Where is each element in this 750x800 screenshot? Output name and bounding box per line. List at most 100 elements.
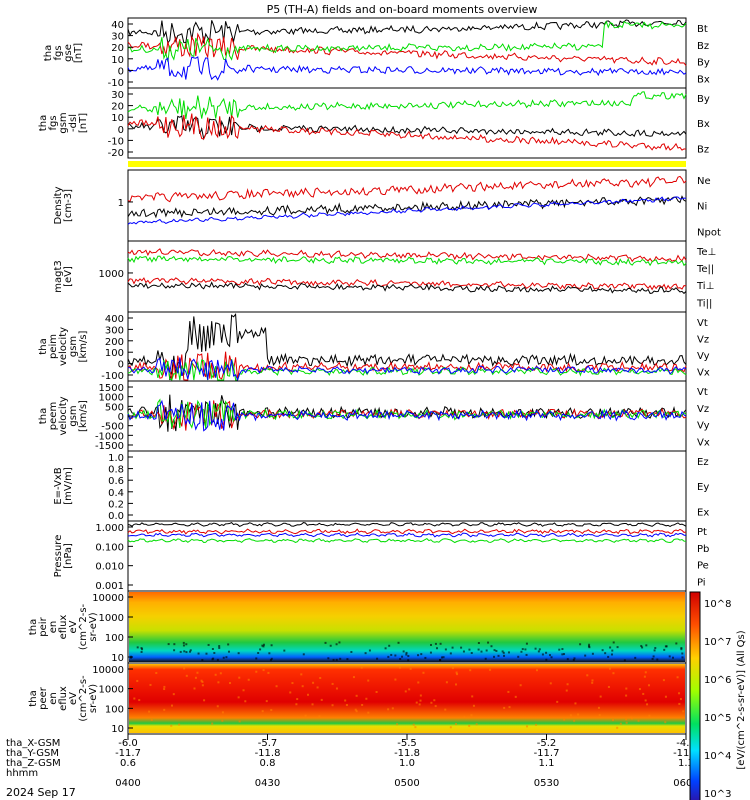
series-line-By	[127, 91, 687, 120]
spectrogram-speckle	[561, 653, 564, 656]
spectrogram-speckle	[619, 722, 622, 725]
x-row-value: -11.7	[534, 748, 560, 759]
spectrogram-speckle	[517, 655, 520, 658]
y-tick-label: 100	[105, 348, 124, 359]
y-tick-label: 0	[118, 66, 124, 77]
spectrogram-speckle	[365, 697, 368, 700]
spectrogram-speckle	[536, 669, 538, 672]
spectrogram-speckle	[537, 650, 540, 653]
spectrogram-speckle	[495, 649, 498, 652]
spectrogram-speckle	[597, 706, 600, 709]
spectrogram-speckle	[188, 650, 191, 653]
y-tick-label: 0	[118, 125, 124, 136]
legend-Ne: Ne	[697, 176, 711, 187]
spectrogram-speckle	[402, 650, 405, 653]
panel-frame	[127, 450, 687, 522]
x-row-value: -11.7	[673, 748, 699, 759]
spectrogram-speckle	[388, 644, 391, 647]
spectrogram-speckle	[409, 667, 412, 670]
spectrogram-speckle	[259, 648, 262, 651]
x-time-tick-label: 0430	[255, 778, 280, 789]
spectrogram-speckle	[662, 679, 665, 682]
spectrogram-speckle	[133, 697, 136, 700]
spectrogram-speckle	[470, 652, 473, 655]
spectrogram-speckle	[182, 641, 185, 644]
y-axis-label-line: peim	[48, 334, 59, 359]
y-axis-label-line: eV	[68, 620, 79, 633]
spectrogram-speckle	[397, 641, 400, 644]
spectrogram-speckle	[475, 723, 478, 726]
spectrogram-speckle	[625, 694, 628, 697]
y-tick-label: 1.000	[95, 523, 124, 534]
colorbar-tick-label: 10^6	[704, 675, 731, 686]
y-axis-label: tha peem velocity gsm [km/s]	[38, 396, 89, 435]
spectrogram-speckle	[407, 659, 410, 662]
spectrogram-speckle	[301, 685, 304, 688]
y-axis-label: tha peir en eflux eV (cm^2-s-sr-eV)	[28, 603, 99, 650]
spectrogram-speckle	[193, 687, 196, 690]
series-line-Bt	[127, 19, 687, 45]
x-row-value: 1.1	[539, 758, 555, 769]
spectrogram-speckle	[484, 657, 487, 660]
spectrogram-speckle	[556, 700, 559, 703]
colorbar-tick-label: 10^4	[704, 751, 731, 762]
spectrogram-speckle	[219, 672, 222, 675]
spectrogram-speckle	[306, 693, 309, 696]
spectrogram-speckle	[480, 650, 483, 653]
spectrogram-speckle	[345, 704, 348, 707]
spectrogram-speckle	[520, 650, 523, 653]
spectrogram-speckle	[646, 703, 649, 706]
spectrogram-speckle	[681, 656, 684, 659]
spectrogram-speckle	[569, 714, 572, 717]
colorbar-tick-label: 10^7	[704, 637, 731, 648]
spectrogram-speckle	[136, 646, 139, 649]
spectrogram-speckle	[676, 676, 679, 679]
spectrogram-speckle	[591, 681, 594, 684]
spectrogram-speckle	[507, 651, 510, 654]
spectrogram-speckle	[616, 646, 619, 649]
legend-Ex: Ex	[697, 507, 709, 518]
legend-Vx: Vx	[697, 437, 710, 448]
x-axis-annotation: tha_X-GSM -6.0 -5.7 -5.5 -5.2 -4.9 tha_Y-GSM -1…	[6, 734, 699, 789]
spectrogram-speckle	[324, 641, 327, 644]
y-tick-label: 1.0	[108, 453, 124, 464]
spectrogram-speckle	[419, 699, 422, 702]
spectrogram-speckle	[630, 717, 633, 720]
spectrogram-speckle	[449, 726, 452, 729]
y-tick-label: 500	[105, 402, 124, 413]
spectrogram-speckle	[561, 648, 564, 651]
spectrogram-speckle	[664, 695, 667, 698]
x-time-tick-label: 0530	[534, 778, 559, 789]
spectrogram-speckle	[167, 643, 170, 646]
spectrogram-speckle	[163, 708, 166, 711]
series-line-Pe	[127, 537, 687, 544]
spectrogram-speckle	[221, 719, 224, 722]
spectrogram-speckle	[625, 718, 628, 721]
spectrogram-speckle	[640, 644, 643, 647]
spectrogram-speckle	[316, 686, 319, 689]
legend-Te⊥: Te⊥	[696, 247, 716, 258]
spectrogram-speckle	[140, 650, 143, 653]
y-tick-label: 1000	[99, 685, 124, 696]
series-line-Pt	[127, 522, 687, 527]
spectrogram-speckle	[332, 658, 335, 661]
spectrogram-speckle	[598, 714, 601, 717]
y-axis-label-line: sr-eV)	[88, 612, 99, 641]
spectrogram-speckle	[681, 652, 684, 655]
y-axis-label-line: [mV/m]	[63, 467, 74, 505]
series-line-Ti||	[127, 255, 687, 267]
colorbar-gradient	[689, 591, 701, 800]
y-axis-label-line: [km/s]	[78, 400, 89, 432]
spectrogram-speckle	[173, 643, 176, 646]
x-row-value: -5.7	[258, 738, 278, 749]
x-row-value: 0.8	[260, 758, 276, 769]
x-time-tick-label: 0600	[673, 778, 698, 789]
spectrogram-speckle	[185, 643, 188, 646]
legend-Ni: Ni	[697, 202, 707, 213]
spectrogram-speckle	[436, 647, 439, 650]
y-axis-label: tha peer en eflux eV (cm^2-s-sr-eV)	[28, 675, 99, 722]
x-row-label: hhmm	[6, 768, 38, 779]
spectrogram-speckle	[422, 671, 425, 674]
spectrogram-speckle	[367, 711, 370, 714]
